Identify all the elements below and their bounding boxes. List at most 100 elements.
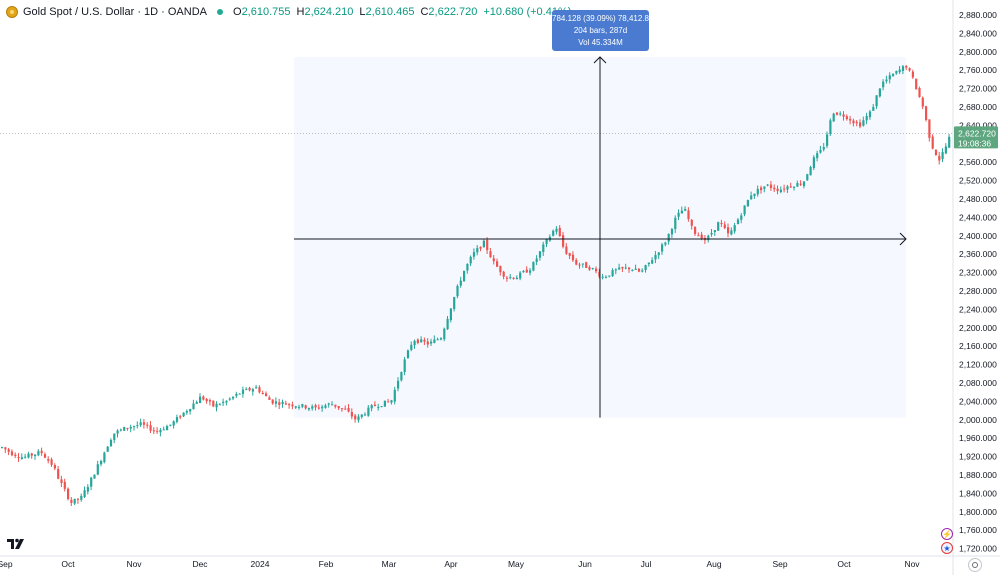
candle-218 [720, 219, 723, 227]
y-tick-22: 2,000.000 [959, 415, 997, 425]
candle-232 [766, 184, 769, 187]
candle-285 [941, 148, 944, 163]
candle-90 [298, 404, 301, 410]
candle-78 [258, 385, 261, 394]
candle-276 [911, 69, 914, 79]
candle-266 [878, 88, 881, 98]
candle-40 [133, 425, 136, 431]
candle-280 [925, 105, 928, 122]
candle-28 [93, 474, 96, 479]
candle-220 [727, 223, 730, 238]
candle-197 [651, 257, 654, 265]
candle-16 [53, 463, 56, 471]
candle-77 [255, 384, 258, 389]
candle-244 [806, 173, 809, 181]
candle-62 [205, 397, 208, 404]
candle-117 [387, 398, 390, 403]
candle-84 [278, 398, 281, 410]
candle-278 [918, 86, 921, 98]
candlestick-series[interactable] [1, 64, 951, 507]
y-tick-14: 2,320.000 [959, 268, 997, 278]
candle-268 [885, 75, 888, 84]
measure-arrows[interactable] [294, 56, 907, 418]
candle-195 [644, 264, 647, 273]
candle-225 [743, 205, 746, 217]
candle-56 [185, 409, 188, 415]
x-tick-8: May [508, 559, 525, 569]
candle-98 [324, 403, 327, 409]
candle-127 [420, 336, 423, 343]
y-tick-3: 2,760.000 [959, 65, 997, 75]
candle-150 [496, 258, 499, 268]
candle-261 [862, 116, 865, 127]
tradingview-logo-icon[interactable] [7, 536, 27, 550]
candle-251 [829, 118, 832, 137]
candle-11 [37, 449, 40, 457]
x-tick-4: 2024 [251, 559, 270, 569]
candle-264 [872, 104, 875, 111]
candle-111 [367, 405, 370, 417]
candle-75 [248, 386, 251, 392]
candle-76 [251, 387, 254, 396]
candle-203 [670, 227, 674, 238]
measure-change: 784.128 (39.09%) 78,412.8 [552, 14, 649, 23]
candle-277 [915, 78, 918, 90]
candle-146 [482, 239, 485, 248]
candle-157 [519, 271, 522, 281]
candle-164 [542, 241, 545, 256]
us-flag-icon[interactable]: ★ [941, 542, 953, 554]
candle-2 [7, 447, 10, 456]
candle-49 [162, 426, 165, 431]
candle-255 [842, 111, 845, 121]
candle-25 [83, 486, 86, 499]
candle-282 [931, 134, 934, 150]
candle-82 [271, 399, 274, 405]
close-label: C [420, 6, 429, 18]
candle-286 [944, 143, 947, 155]
candle-186 [614, 268, 617, 275]
candle-6 [20, 453, 23, 460]
candle-149 [492, 254, 495, 265]
lightning-icon[interactable]: ⚡ [941, 528, 953, 540]
candle-172 [568, 252, 571, 260]
candle-138 [456, 284, 459, 299]
candle-154 [509, 273, 512, 280]
candle-97 [321, 404, 324, 412]
symbol-title[interactable]: Gold Spot / U.S. Dollar · 1D · OANDA [23, 6, 207, 18]
candle-52 [172, 420, 175, 429]
x-tick-2: Nov [126, 559, 142, 569]
candle-128 [423, 337, 426, 346]
open-value: 2,610.755 [241, 6, 291, 18]
candle-247 [816, 150, 819, 162]
candle-63 [208, 398, 212, 406]
candle-238 [786, 184, 789, 193]
candle-91 [301, 403, 304, 409]
candle-224 [740, 213, 743, 224]
y-tick-13: 2,360.000 [959, 249, 997, 259]
candle-147 [486, 237, 489, 254]
candle-265 [875, 95, 878, 109]
candle-249 [822, 143, 825, 152]
candle-151 [499, 265, 502, 276]
candle-32 [106, 445, 109, 452]
y-tick-2: 2,800.000 [959, 47, 997, 57]
candle-10 [34, 454, 37, 460]
candle-95 [314, 403, 317, 411]
candle-207 [684, 206, 687, 212]
candle-284 [938, 152, 941, 165]
candle-179 [591, 267, 594, 270]
candle-103 [340, 408, 344, 412]
candle-19 [63, 478, 66, 492]
candle-165 [545, 238, 548, 248]
y-tick-25: 1,880.000 [959, 470, 997, 480]
candle-234 [773, 184, 776, 193]
low-value: 2,610.465 [365, 6, 415, 18]
candle-58 [192, 399, 195, 410]
settings-icon[interactable] [968, 558, 982, 572]
candle-215 [710, 229, 713, 237]
candle-41 [136, 421, 139, 429]
candle-217 [717, 221, 720, 231]
candle-30 [100, 459, 103, 467]
y-tick-4: 2,720.000 [959, 84, 997, 94]
